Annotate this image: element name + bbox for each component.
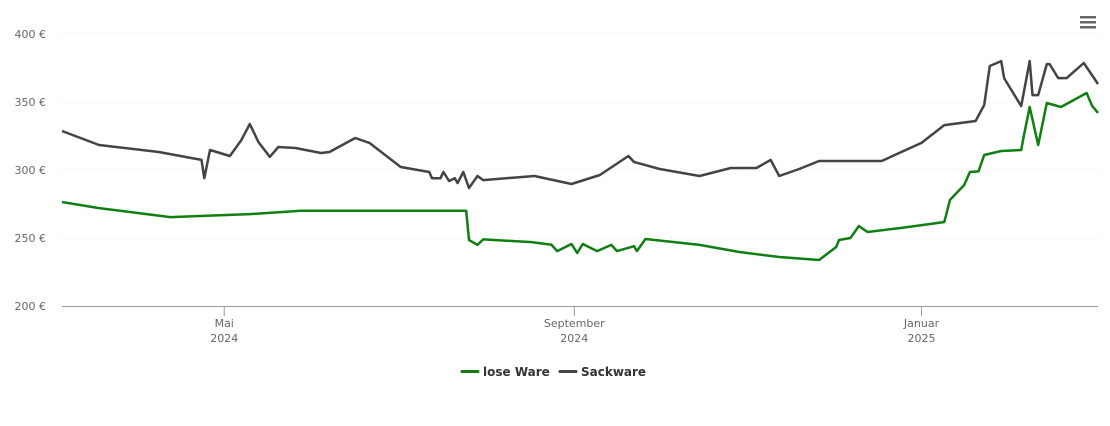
x-tick-label: 2024 <box>560 332 588 345</box>
x-tick-label: 2025 <box>908 332 936 345</box>
menu-bar <box>1080 16 1096 19</box>
y-tick-label: 200 € <box>15 300 47 313</box>
legend-item[interactable]: lose Ware <box>460 365 550 379</box>
menu-bar <box>1080 26 1096 29</box>
series-line <box>61 91 1099 262</box>
legend-item[interactable]: Sackware <box>558 365 646 379</box>
menu-bar <box>1080 21 1096 24</box>
legend-label: Sackware <box>581 365 646 379</box>
x-tick-label: September <box>544 317 605 330</box>
y-tick-label: 250 € <box>15 232 47 245</box>
series-line <box>61 59 1100 190</box>
y-tick-label: 300 € <box>15 164 47 177</box>
y-tick-label: 350 € <box>15 96 47 109</box>
x-tick-label: Januar <box>903 317 940 330</box>
x-tick-label: Mai <box>215 317 234 330</box>
menu-button[interactable] <box>1080 16 1096 29</box>
y-tick-label: 400 € <box>15 28 47 41</box>
legend-label: lose Ware <box>483 365 550 379</box>
x-tick-label: 2024 <box>210 332 238 345</box>
